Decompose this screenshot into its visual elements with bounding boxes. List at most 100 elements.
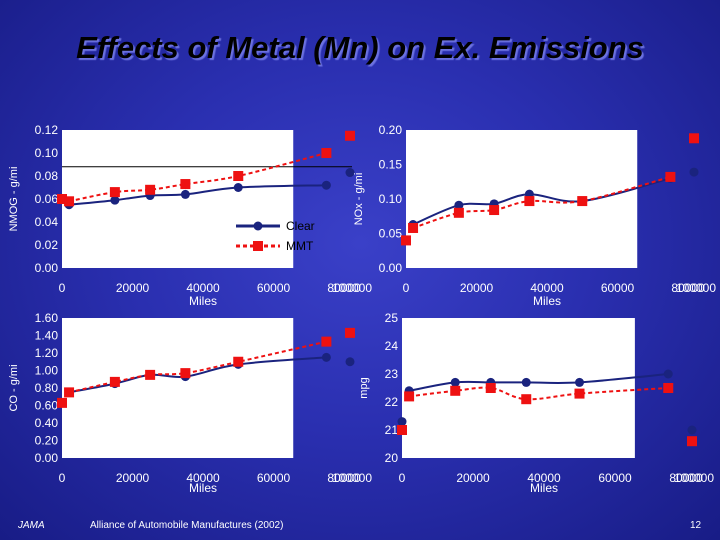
data-point-clear bbox=[450, 377, 460, 387]
data-point-mmt bbox=[57, 397, 67, 408]
x-tick-label: 40000 bbox=[186, 471, 220, 485]
data-point-mmt bbox=[109, 187, 120, 198]
data-point-clear bbox=[321, 352, 331, 362]
data-point-mmt bbox=[345, 327, 355, 338]
data-point-mmt bbox=[453, 207, 464, 218]
y-tick-label: 22 bbox=[385, 395, 399, 409]
x-tick-label: 60000 bbox=[257, 281, 291, 295]
data-point-clear bbox=[687, 425, 697, 435]
data-point-mmt bbox=[485, 383, 496, 393]
x-tick-label: 100000 bbox=[332, 471, 372, 485]
x-tick-label: 20000 bbox=[460, 281, 494, 295]
data-point-clear bbox=[663, 369, 673, 379]
data-point-mmt bbox=[321, 148, 332, 158]
data-point-mmt bbox=[233, 171, 244, 181]
data-point-clear bbox=[345, 168, 355, 178]
y-axis-label: NOx - g/mi bbox=[353, 173, 365, 226]
y-tick-label: 25 bbox=[385, 311, 399, 325]
page-number: 12 bbox=[690, 520, 702, 531]
legend-marker bbox=[253, 241, 263, 251]
data-point-mmt bbox=[689, 133, 699, 144]
x-tick-label: 60000 bbox=[598, 471, 632, 485]
x-axis-label: Miles bbox=[189, 294, 217, 308]
series-line-mmt bbox=[412, 175, 671, 229]
y-tick-label: 0.05 bbox=[379, 227, 403, 241]
legend-marker bbox=[253, 221, 263, 231]
y-tick-label: 0.06 bbox=[35, 192, 59, 206]
data-point-clear bbox=[321, 180, 331, 190]
plot-area bbox=[62, 318, 294, 458]
x-axis-label: Miles bbox=[530, 481, 558, 495]
x-tick-label: 0 bbox=[403, 281, 410, 295]
data-point-mmt bbox=[397, 425, 407, 435]
y-tick-label: 0.15 bbox=[379, 158, 403, 172]
legend-label-clear: Clear bbox=[286, 219, 315, 233]
x-axis-label: Miles bbox=[189, 481, 217, 495]
y-tick-label: 0.04 bbox=[35, 215, 59, 229]
data-point-clear bbox=[397, 417, 407, 427]
legend-label-mmt: MMT bbox=[286, 239, 314, 253]
x-tick-label: 80000 bbox=[327, 471, 361, 485]
data-point-clear bbox=[110, 195, 120, 205]
y-tick-label: 1.20 bbox=[35, 346, 59, 360]
data-point-mmt bbox=[180, 179, 191, 190]
data-point-mmt bbox=[233, 356, 244, 367]
data-point-mmt bbox=[663, 383, 674, 393]
y-tick-label: 0.00 bbox=[379, 261, 403, 275]
x-tick-label: 40000 bbox=[530, 281, 564, 295]
y-tick-label: 1.00 bbox=[35, 364, 59, 378]
y-tick-label: 1.40 bbox=[35, 329, 59, 343]
x-tick-label: 0 bbox=[399, 471, 406, 485]
y-tick-label: 0.40 bbox=[35, 416, 59, 430]
data-point-mmt bbox=[145, 369, 156, 380]
data-point-clear bbox=[454, 200, 464, 210]
chart-nox: 0.00 0.05 0.10 0.15 0.20 0 20000 40000 60000 8000… bbox=[353, 123, 716, 308]
data-point-clear bbox=[575, 377, 584, 387]
y-tick-label: 0.02 bbox=[35, 238, 59, 252]
x-tick-label: 20000 bbox=[456, 471, 490, 485]
x-tick-label: 60000 bbox=[257, 471, 291, 485]
y-tick-label: 0.10 bbox=[379, 192, 403, 206]
data-point-mmt bbox=[574, 388, 585, 399]
y-tick-label: 0.60 bbox=[35, 399, 59, 413]
data-point-mmt bbox=[345, 130, 355, 141]
slide-title: Effects of Metal (Mn) on Ex. Emissions bbox=[76, 30, 644, 65]
y-tick-label: 0.20 bbox=[35, 434, 59, 448]
data-point-mmt bbox=[401, 235, 411, 246]
x-tick-label: 0 bbox=[59, 471, 66, 485]
x-tick-label: 100000 bbox=[674, 471, 714, 485]
x-tick-label: 40000 bbox=[527, 471, 561, 485]
data-point-clear bbox=[689, 167, 699, 177]
data-point-mmt bbox=[64, 387, 75, 398]
data-point-mmt bbox=[145, 184, 156, 195]
x-axis-label: Miles bbox=[533, 294, 561, 308]
y-tick-label: 0.00 bbox=[35, 451, 59, 465]
y-tick-label: 21 bbox=[385, 423, 399, 437]
data-point-mmt bbox=[408, 222, 419, 233]
data-point-mmt bbox=[687, 436, 697, 447]
data-point-clear bbox=[233, 183, 243, 192]
y-axis-label: CO - g/mi bbox=[8, 364, 20, 411]
x-tick-label: 80000 bbox=[327, 281, 361, 295]
x-tick-label: 60000 bbox=[601, 281, 635, 295]
data-point-clear bbox=[345, 357, 355, 367]
y-axis-label: NMOG - g/mi bbox=[8, 167, 20, 232]
data-point-mmt bbox=[524, 196, 535, 207]
y-tick-label: 24 bbox=[385, 339, 399, 353]
data-point-clear bbox=[180, 189, 190, 199]
y-tick-label: 0.20 bbox=[379, 123, 403, 137]
chart-nmog: 0.00 0.02 0.04 0.06 0.08 0.10 0.12 0 20000 40000 6… bbox=[8, 123, 372, 308]
data-point-mmt bbox=[109, 376, 120, 387]
plot-area bbox=[402, 318, 635, 458]
footer-organization: JAMA bbox=[18, 520, 45, 531]
data-point-mmt bbox=[404, 391, 415, 402]
x-tick-label: 20000 bbox=[116, 471, 150, 485]
y-tick-label: 0.12 bbox=[35, 123, 59, 137]
data-point-mmt bbox=[489, 205, 500, 216]
y-tick-label: 0.10 bbox=[35, 146, 59, 160]
data-point-mmt bbox=[577, 196, 588, 207]
x-tick-label: 100000 bbox=[676, 281, 716, 295]
x-tick-label: 80000 bbox=[671, 281, 705, 295]
y-tick-label: 0.80 bbox=[35, 381, 59, 395]
